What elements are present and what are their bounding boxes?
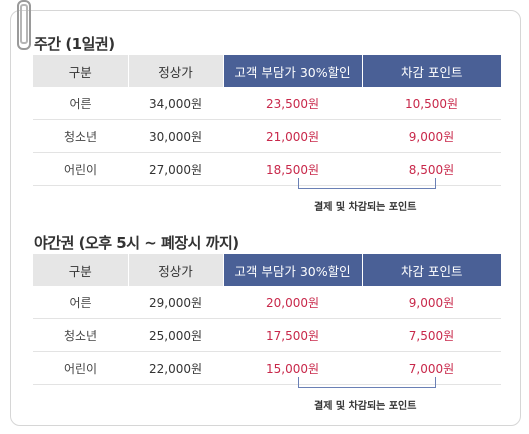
- row-deduction-points: 10,500원: [362, 87, 501, 120]
- row-regular-price: 29,000원: [128, 286, 223, 319]
- row-category: 청소년: [33, 318, 128, 352]
- row-discount-price: 20,000원: [223, 286, 362, 319]
- table-row: 청소년 30,000원 21,000원 9,000원: [33, 119, 501, 153]
- row-category: 청소년: [33, 119, 128, 153]
- col-header-discount: 고객 부담가 30%할인: [222, 254, 362, 286]
- row-category: 어른: [33, 87, 128, 120]
- row-regular-price: 34,000원: [128, 87, 223, 120]
- paperclip-icon: [17, 0, 31, 50]
- col-header-category: 구분: [33, 254, 129, 286]
- table-row: 청소년 25,000원 17,500원 7,500원: [33, 318, 501, 352]
- row-regular-price: 30,000원: [128, 119, 223, 153]
- row-regular-price: 22,000원: [128, 351, 223, 385]
- row-discount-price: 18,500원: [223, 152, 362, 186]
- row-discount-price: 17,500원: [223, 318, 362, 352]
- row-deduction-points: 9,000원: [362, 286, 501, 319]
- col-header-deduction: 차감 포인트: [361, 254, 501, 286]
- weekly-bracket: [298, 178, 436, 189]
- night-bracket-note: 결제 및 차감되는 포인트: [314, 401, 417, 412]
- col-header-discount: 고객 부담가 30%할인: [222, 55, 362, 87]
- row-regular-price: 25,000원: [128, 318, 223, 352]
- night-section-title: 야간권 (오후 5시 ~ 폐장시 까지): [34, 234, 239, 252]
- table-row: 어린이 22,000원 15,000원 7,000원: [33, 351, 501, 385]
- weekly-price-table: 구분 정상가 고객 부담가 30%할인 차감 포인트 어른 34,000원 23…: [33, 55, 501, 186]
- col-header-regular: 정상가: [128, 254, 224, 286]
- row-discount-price: 21,000원: [223, 119, 362, 153]
- row-deduction-points: 8,500원: [362, 152, 501, 186]
- paperclip-inner-icon: [20, 4, 28, 44]
- table-row: 어른 34,000원 23,500원 10,500원: [33, 87, 501, 120]
- weekly-section-title: 주간 (1일권): [34, 35, 115, 53]
- col-header-deduction: 차감 포인트: [361, 55, 501, 87]
- row-deduction-points: 9,000원: [362, 119, 501, 153]
- table-row: 어른 29,000원 20,000원 9,000원: [33, 286, 501, 319]
- table-row: 어린이 27,000원 18,500원 8,500원: [33, 152, 501, 186]
- night-price-table: 구분 정상가 고객 부담가 30%할인 차감 포인트 어른 29,000원 20…: [33, 254, 501, 385]
- row-regular-price: 27,000원: [128, 152, 223, 186]
- night-header-row: 구분 정상가 고객 부담가 30%할인 차감 포인트: [33, 254, 501, 286]
- row-category: 어른: [33, 286, 128, 319]
- row-discount-price: 23,500원: [223, 87, 362, 120]
- weekly-header-row: 구분 정상가 고객 부담가 30%할인 차감 포인트: [33, 55, 501, 87]
- row-category: 어린이: [33, 351, 128, 385]
- night-bracket: [298, 377, 436, 388]
- row-discount-price: 15,000원: [223, 351, 362, 385]
- weekly-bracket-note: 결제 및 차감되는 포인트: [314, 202, 417, 213]
- row-deduction-points: 7,500원: [362, 318, 501, 352]
- col-header-regular: 정상가: [128, 55, 224, 87]
- col-header-category: 구분: [33, 55, 129, 87]
- row-deduction-points: 7,000원: [362, 351, 501, 385]
- row-category: 어린이: [33, 152, 128, 186]
